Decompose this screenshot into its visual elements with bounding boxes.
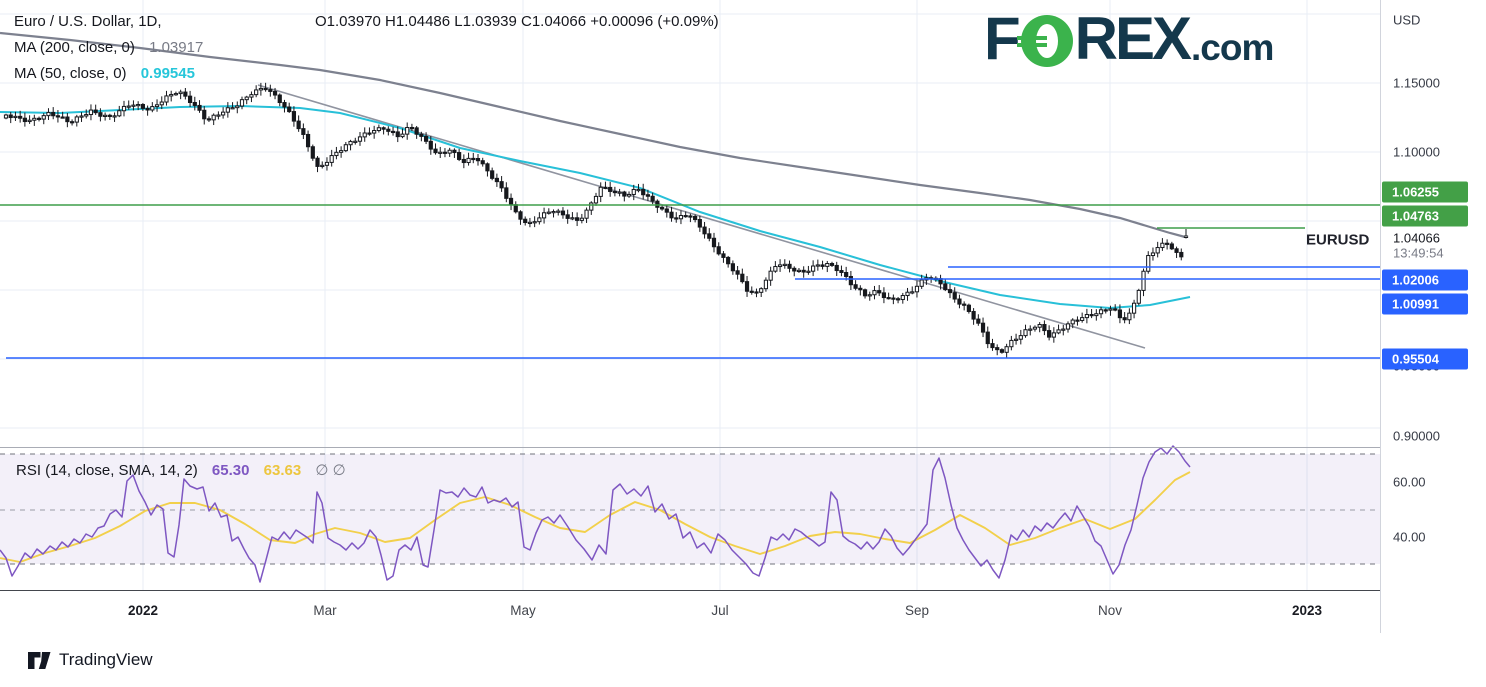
price-label-1.02006: 1.02006 — [1382, 269, 1468, 291]
price-axis-tick-40.00: 40.00 — [1393, 529, 1426, 545]
price-axis-tick-1.15000: 1.15000 — [1393, 75, 1440, 91]
time-axis-tick-2022: 2022 — [127, 603, 159, 618]
price-axis-tick-0.90000: 0.90000 — [1393, 428, 1440, 444]
candles-layer[interactable] — [3, 82, 1189, 358]
price-axis-currency: USD — [1393, 12, 1421, 28]
time-axis-tick-Jul: Jul — [711, 603, 729, 618]
rsi-line[interactable] — [0, 445, 1191, 583]
price-axis[interactable]: USD 1.150001.100000.9000060.0040.000.950… — [1380, 0, 1471, 633]
last-price-label: 1.04066 — [1393, 230, 1440, 246]
pane-separator[interactable] — [0, 447, 1470, 448]
tradingview-icon — [28, 651, 51, 669]
time-axis-tick-Nov: Nov — [1097, 603, 1123, 618]
time-axis-separator — [0, 590, 1470, 591]
tradingview-text: TradingView — [59, 650, 153, 669]
ma50-line[interactable] — [0, 104, 1191, 310]
time-axis-tick-May: May — [510, 603, 536, 618]
rsi-sma-line[interactable] — [0, 471, 1191, 563]
time-axis-tick-Sep: Sep — [904, 603, 930, 618]
price-axis-tick-60.00: 60.00 — [1393, 474, 1426, 490]
tradingview-attribution[interactable]: TradingView — [28, 650, 153, 670]
price-axis-tick-1.10000: 1.10000 — [1393, 144, 1440, 160]
symbol-price-watermark: EURUSD — [1306, 231, 1370, 249]
price-label-1.00991: 1.00991 — [1382, 293, 1468, 315]
price-level-lines[interactable] — [0, 204, 1380, 359]
time-axis-tick-2023: 2023 — [1291, 603, 1323, 618]
price-label-0.95504: 0.95504 — [1382, 348, 1468, 370]
price-label-1.06255: 1.06255 — [1382, 181, 1468, 203]
chart-canvas[interactable] — [0, 0, 1380, 633]
gridlines — [0, 0, 1380, 590]
ma200-line[interactable] — [0, 31, 1186, 239]
time-axis[interactable]: 2022 Mar May Jul Sep Nov 2023 — [0, 591, 1380, 633]
rsi-band — [0, 453, 1380, 565]
descending-trendline[interactable] — [257, 84, 1146, 349]
last-price-time: 13:49:54 — [1393, 245, 1444, 261]
time-axis-tick-Mar: Mar — [313, 603, 337, 618]
price-label-1.04763: 1.04763 — [1382, 205, 1468, 227]
